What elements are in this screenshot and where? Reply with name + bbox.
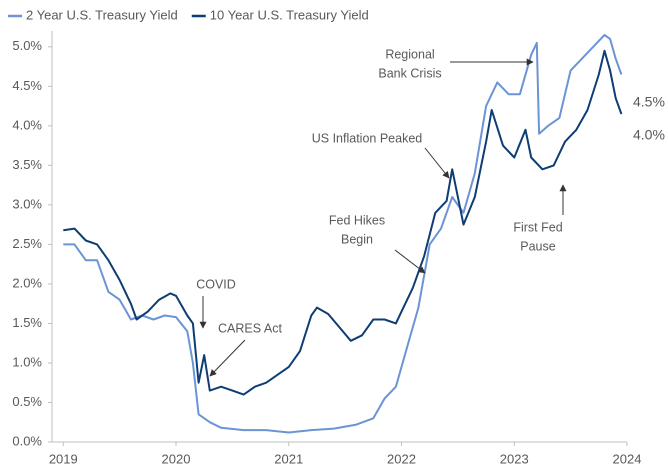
x-tick-label: 2020 <box>162 451 191 466</box>
x-tick-label: 2021 <box>274 451 303 466</box>
y-tick-label: 1.0% <box>12 354 42 369</box>
annotation-text: US Inflation Peaked <box>312 131 423 145</box>
series-line <box>63 49 623 396</box>
annotation-text: Begin <box>341 232 373 246</box>
x-tick-label: 2022 <box>387 451 416 466</box>
y-tick-label: 2.0% <box>12 275 42 290</box>
x-tick-label: 2023 <box>500 451 529 466</box>
end-label: 4.0% <box>633 127 665 143</box>
annotation-text: Bank Crisis <box>378 66 441 80</box>
annotation-text: First Fed <box>513 220 562 234</box>
series-line <box>63 34 623 434</box>
legend-label: 10 Year U.S. Treasury Yield <box>210 7 369 22</box>
y-tick-label: 3.5% <box>12 157 42 172</box>
y-tick-label: 1.5% <box>12 315 42 330</box>
y-tick-label: 5.0% <box>12 38 42 53</box>
annotation-text: Fed Hikes <box>329 213 385 227</box>
y-tick-label: 4.0% <box>12 117 42 132</box>
annotation-text: Regional <box>385 47 434 61</box>
y-tick-label: 2.5% <box>12 236 42 251</box>
y-tick-label: 4.5% <box>12 78 42 93</box>
legend-label: 2 Year U.S. Treasury Yield <box>26 7 178 22</box>
annotation-text: CARES Act <box>218 321 282 335</box>
y-tick-label: 0.0% <box>12 433 42 448</box>
end-label: 4.5% <box>633 94 665 110</box>
x-tick-label: 2024 <box>613 451 642 466</box>
annotation-arrow <box>209 339 246 377</box>
y-tick-label: 0.5% <box>12 394 42 409</box>
annotation-text: Pause <box>520 239 555 253</box>
x-tick-label: 2019 <box>49 451 78 466</box>
y-tick-label: 3.0% <box>12 196 42 211</box>
annotation-arrow <box>394 249 426 274</box>
annotation-arrow <box>424 147 450 179</box>
annotation-text: COVID <box>196 277 236 291</box>
